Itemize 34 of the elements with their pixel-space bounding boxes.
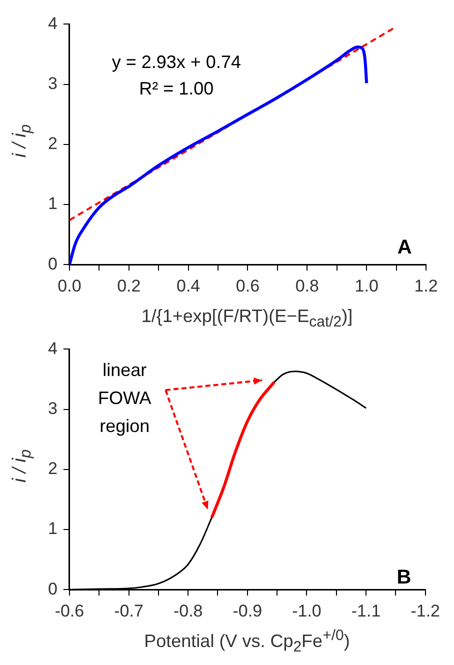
y-tick-label: 1	[48, 519, 58, 538]
x-tick-label: 0.8	[295, 276, 319, 296]
x-tick-label: -1.1	[351, 601, 381, 620]
y-tick-label: 3	[48, 398, 58, 418]
annotation: y = 2.93x + 0.74	[112, 52, 241, 72]
x-axis-title: Potential (V vs. Cp$_{2}$Fe$^{+/0}$)	[143, 627, 351, 656]
line-series	[273, 370, 367, 409]
x-tick-label: 0.4	[176, 276, 200, 296]
x-tick-label: 0.6	[236, 276, 260, 296]
y-tick-label: 4	[48, 338, 58, 358]
annotation: B	[396, 566, 412, 588]
x-tick-label: -0.9	[232, 601, 262, 620]
x-tick-label: 0.0	[58, 276, 82, 296]
line-series	[69, 46, 368, 265]
y-tick-label: 1	[48, 194, 58, 214]
x-tick-label: 1.0	[354, 276, 378, 296]
x-tick-label: 0.2	[117, 276, 141, 296]
y-tick-label: 2	[48, 134, 58, 154]
x-tick-label: -1.0	[292, 601, 322, 620]
y-tick-label: 2	[48, 459, 58, 478]
y-tick-label: 0	[48, 579, 58, 598]
annotation: R² = 1.00	[139, 78, 214, 98]
x-tick-label: 1.2	[414, 276, 438, 296]
x-tick-label: -0.7	[114, 601, 144, 620]
line-series	[210, 380, 276, 519]
y-tick-label: 3	[48, 74, 58, 93]
annotation: A	[397, 236, 412, 259]
x-tick-label: -1.2	[410, 601, 440, 620]
x-tick-label: -0.8	[173, 601, 203, 620]
y-tick-label: 4	[48, 14, 58, 33]
x-axis-title: 1/{1+exp[(F/RT)(E−E$_{cat/2}$)]	[140, 306, 354, 331]
y-tick-label: 0	[48, 254, 58, 274]
annotation: linear FOWA region	[98, 360, 152, 436]
x-tick-label: -0.6	[54, 601, 84, 620]
